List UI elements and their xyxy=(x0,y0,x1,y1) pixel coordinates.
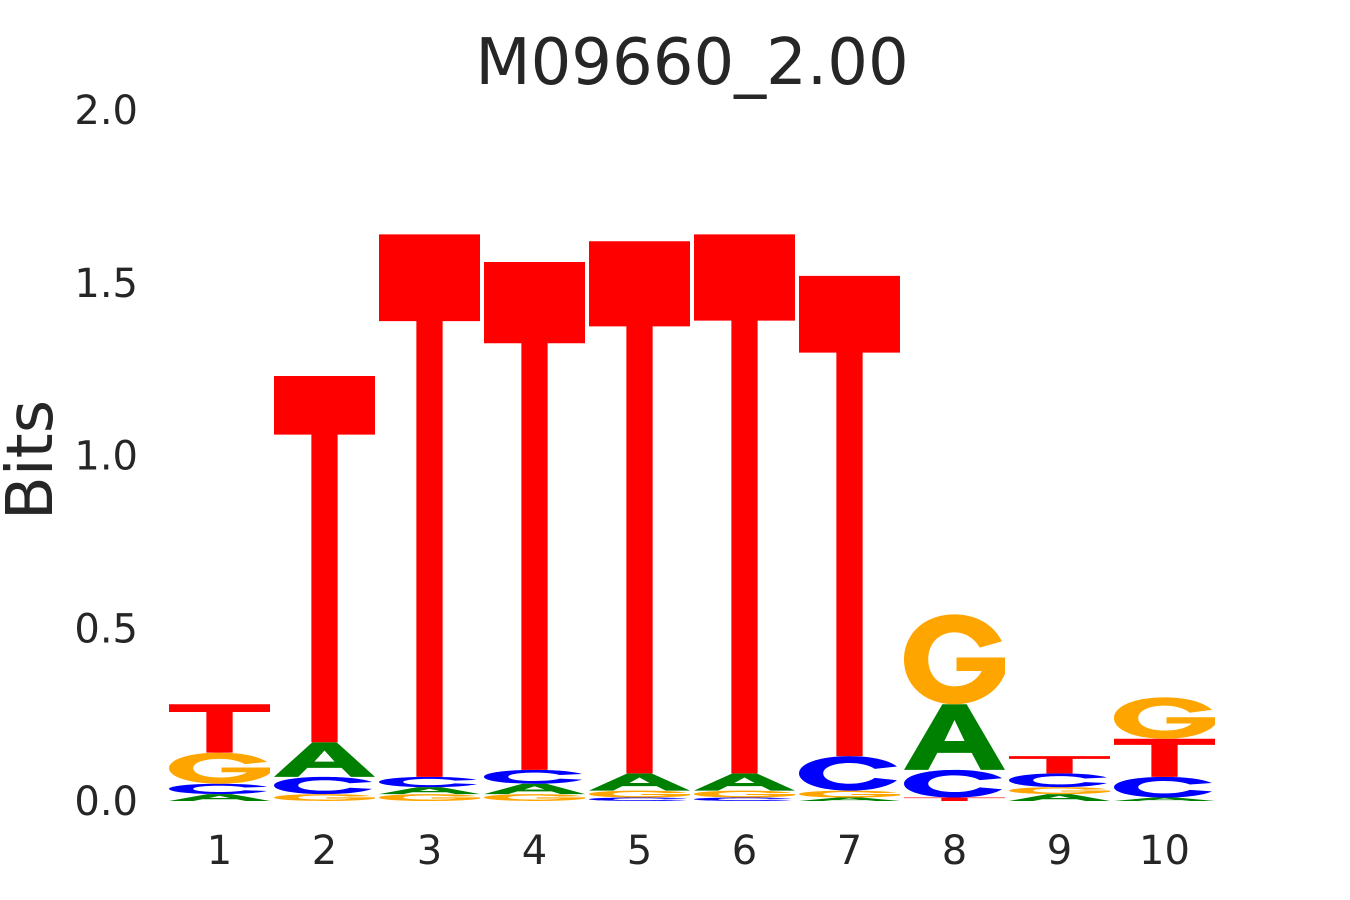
letter-A xyxy=(799,797,900,801)
logo-column xyxy=(1114,697,1215,801)
letter-A xyxy=(379,787,480,795)
chart-title: M09660_2.00 xyxy=(475,26,908,100)
letter-T xyxy=(1114,738,1215,777)
logo-columns xyxy=(169,234,1215,801)
letter-A xyxy=(694,773,795,791)
letter-T xyxy=(484,262,585,770)
x-tick-label: 8 xyxy=(942,828,967,874)
letter-G xyxy=(379,794,480,801)
x-tick-label: 9 xyxy=(1047,828,1072,874)
letter-C xyxy=(799,756,897,791)
letter-T xyxy=(799,275,900,757)
letter-A xyxy=(484,783,585,795)
letter-C xyxy=(379,776,477,788)
letter-G xyxy=(904,614,1005,705)
x-tick-label: 4 xyxy=(522,828,547,874)
letter-A xyxy=(1114,797,1215,801)
letter-T xyxy=(694,234,795,774)
y-tick-label: 0.5 xyxy=(74,606,138,652)
y-tick-label: 1.0 xyxy=(74,434,138,480)
letter-C xyxy=(484,769,582,784)
letter-A xyxy=(904,704,1005,770)
logo-column xyxy=(274,376,375,801)
letter-C xyxy=(169,783,267,795)
y-axis-label: Bits xyxy=(0,400,68,520)
logo-column xyxy=(379,234,480,801)
y-tick-label: 0.0 xyxy=(74,779,138,825)
letter-C xyxy=(589,797,687,801)
letter-G xyxy=(799,790,900,798)
logo-column xyxy=(799,275,900,801)
logo-column xyxy=(169,704,270,801)
y-tick-label: 1.5 xyxy=(74,261,138,307)
letter-A xyxy=(169,794,270,801)
letter-C xyxy=(274,776,372,795)
x-axis-ticks: 1 2 3 4 5 6 7 8 9 10 xyxy=(207,828,1190,874)
letter-T xyxy=(1009,756,1110,774)
logo-column xyxy=(589,241,690,801)
letter-T xyxy=(904,797,1005,801)
letter-A xyxy=(274,742,375,777)
logo-column xyxy=(484,262,585,801)
x-tick-label: 6 xyxy=(732,828,757,874)
x-tick-label: 10 xyxy=(1139,828,1190,874)
letter-G xyxy=(484,794,585,801)
letter-A xyxy=(1009,794,1110,801)
letter-T xyxy=(589,241,690,774)
letter-G xyxy=(1009,787,1110,795)
logo-column xyxy=(694,234,795,801)
letter-A xyxy=(589,773,690,791)
letter-T xyxy=(379,234,480,777)
y-axis-ticks: 0.0 0.5 1.0 1.5 2.0 xyxy=(74,88,138,825)
letter-C xyxy=(1114,776,1212,798)
letter-G xyxy=(589,790,690,798)
letter-T xyxy=(169,704,270,753)
letter-C xyxy=(1009,773,1107,788)
letter-C xyxy=(904,769,1002,798)
y-tick-label: 2.0 xyxy=(74,88,138,134)
letter-G xyxy=(274,794,375,801)
x-tick-label: 1 xyxy=(207,828,232,874)
logo-column xyxy=(904,614,1005,801)
logo-column xyxy=(1009,756,1110,801)
x-tick-label: 3 xyxy=(417,828,442,874)
letter-G xyxy=(1114,697,1215,739)
letter-G xyxy=(694,790,795,798)
letter-T xyxy=(274,376,375,743)
x-tick-label: 5 xyxy=(627,828,652,874)
x-tick-label: 2 xyxy=(312,828,337,874)
letter-C xyxy=(694,797,792,801)
x-tick-label: 7 xyxy=(837,828,862,874)
letter-G xyxy=(169,752,270,784)
